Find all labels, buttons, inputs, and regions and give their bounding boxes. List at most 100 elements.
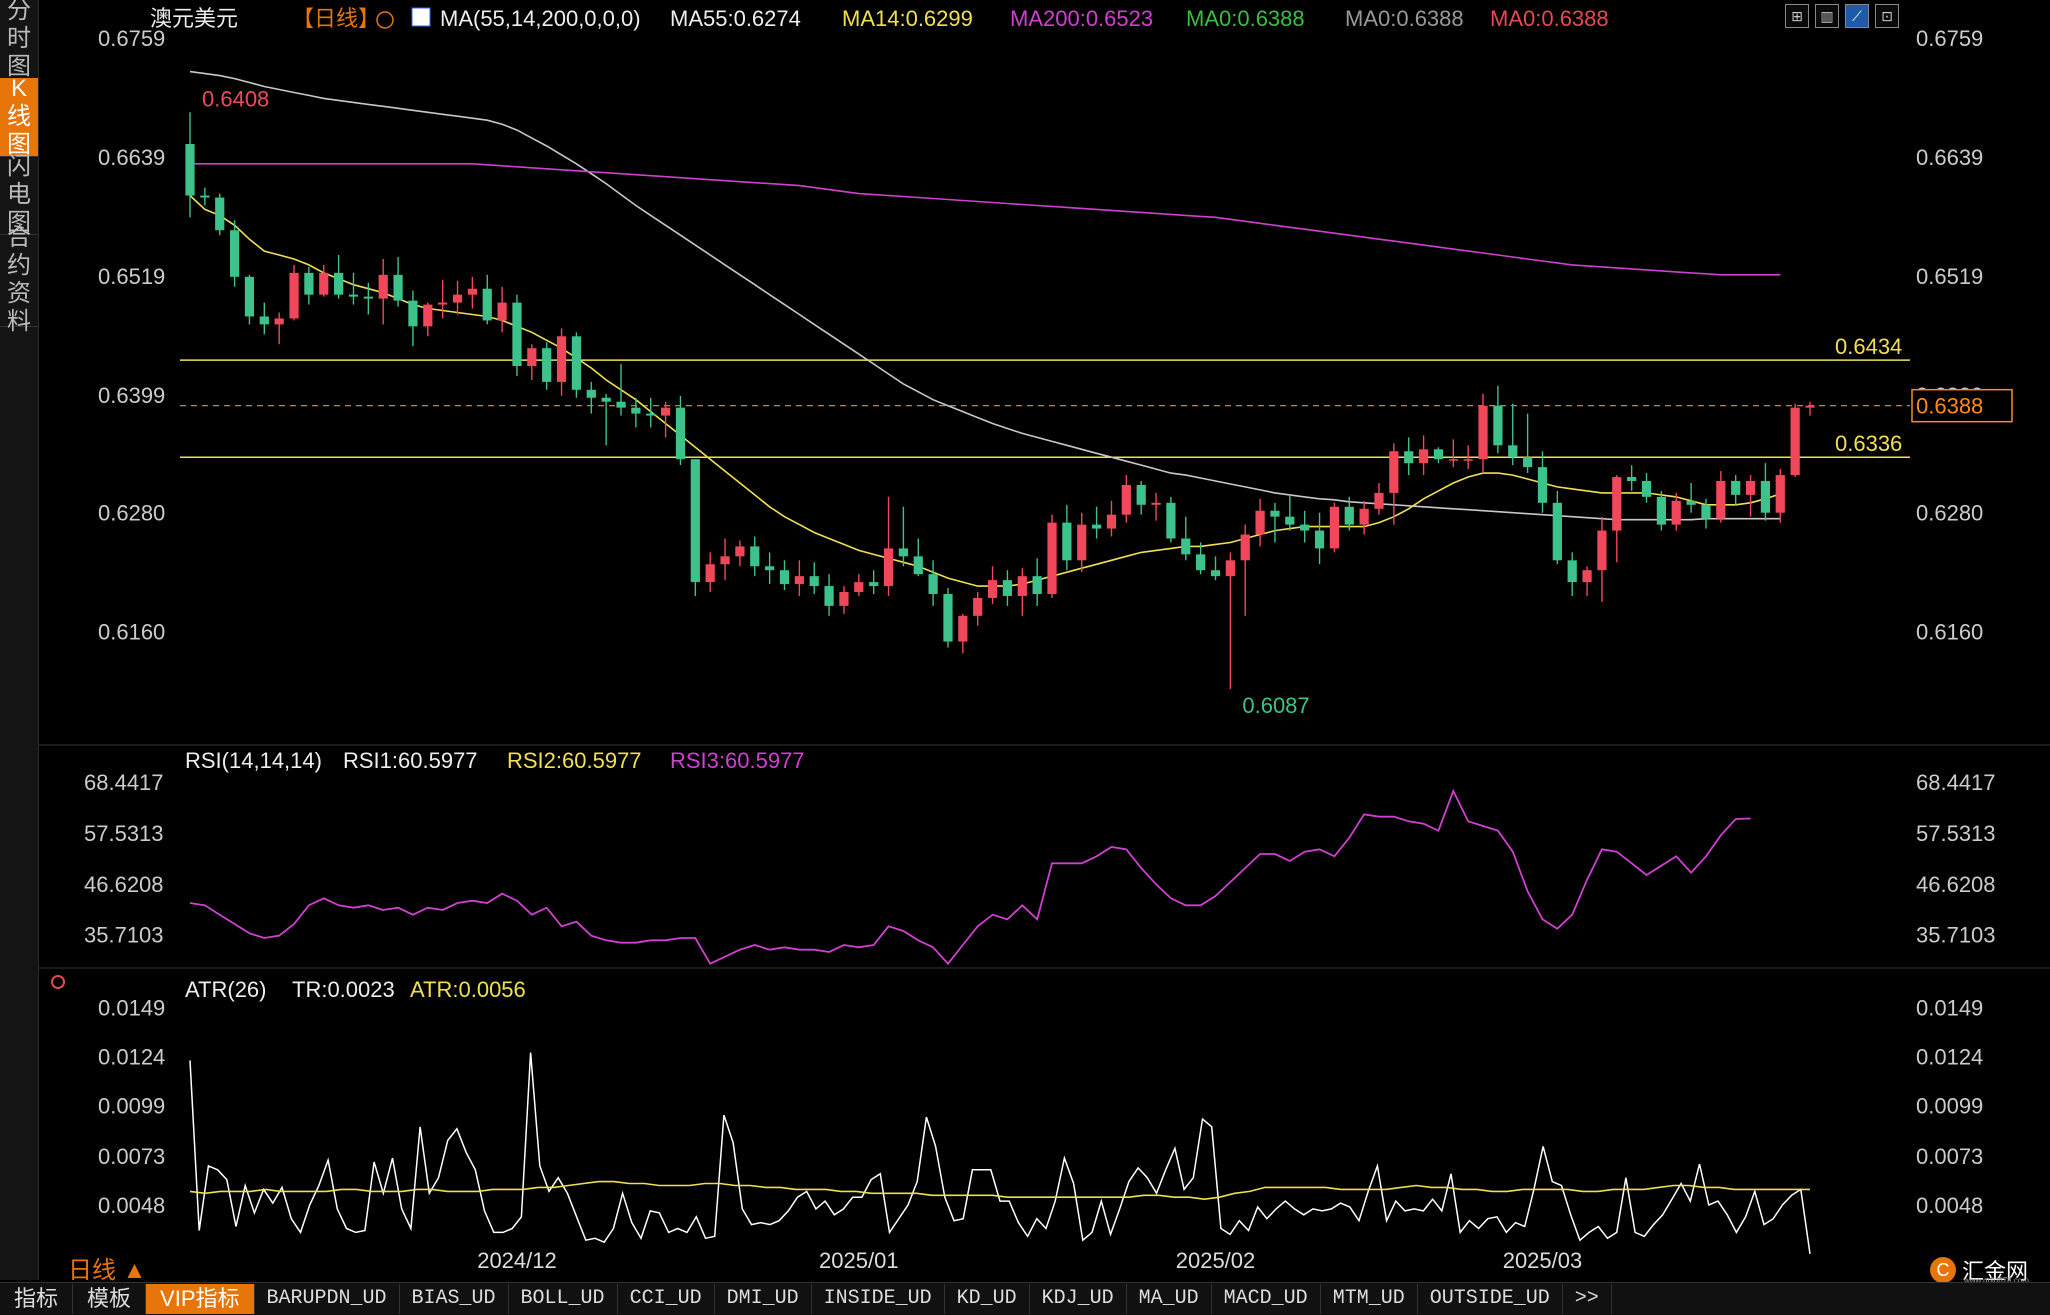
candle-body [1032,576,1042,594]
candle-body [1478,405,1488,460]
layout-icon[interactable]: ▥ [1815,4,1839,28]
indicator-tab-13[interactable]: MTM_UD [1321,1284,1418,1314]
candle-body [958,615,968,642]
candle-body [601,397,611,402]
candle-body [839,592,849,606]
candle-body [616,401,626,408]
y-tick-left: 0.6639 [98,145,165,170]
indicator-tab-11[interactable]: MA_UD [1127,1284,1212,1314]
draw-line-icon[interactable]: ⟋ [1845,4,1869,28]
h-line-label-1: 0.6434 [1835,334,1902,359]
indicator-tab-0[interactable]: 指标 [0,1284,74,1314]
candle-body [1463,459,1473,461]
crosshair-icon[interactable]: ⊞ [1785,4,1809,28]
candle-body [229,230,240,277]
indicator-tab-7[interactable]: DMI_UD [715,1284,812,1314]
atr-line [189,1180,1810,1201]
indicator-tab-9[interactable]: KD_UD [945,1284,1030,1314]
candle-body [765,566,775,571]
candle-body [1106,514,1117,529]
period-selector[interactable]: 日线 ▲ [68,1257,147,1284]
rsi1-label: RSI1:60.5977 [343,748,478,773]
rsi3-label: RSI3:60.5977 [670,748,805,773]
candle-body [200,195,210,198]
candle-body [705,564,715,583]
last-price-box [1911,388,2013,423]
candle-body [378,274,388,299]
side-tab-2[interactable]: 闪电图 [0,153,38,236]
candle-body [1597,530,1607,571]
candle-body [1225,560,1235,577]
indicator-tab-2[interactable]: VIP指标 [146,1284,255,1314]
candle-body [185,144,195,196]
last-price-label: 0.6388 [1916,394,1983,419]
candle-body [1181,538,1191,555]
candle-body [215,197,225,231]
expand-icon[interactable]: ⊡ [1875,4,1899,28]
atr-tick-left: 0.0099 [98,1093,165,1118]
candle-body [1686,500,1696,505]
indicator-tab-10[interactable]: KDJ_UD [1030,1284,1127,1314]
rsi2-label: RSI2:60.5977 [507,748,642,773]
rsi-tick-right: 46.6208 [1916,872,1996,897]
ma200-line [190,163,1781,276]
candle-body [348,294,359,297]
indicator-tab-12[interactable]: MACD_UD [1212,1284,1321,1314]
indicator-tabs-bar: 指标 模板 VIP指标 BARUPDN_UD BIAS_UD BOLL_UD CCI_UD D… [0,1282,2050,1315]
header-text-2: MA(55,14,200,0,0,0) [440,6,641,31]
candle-body [987,580,998,598]
y-tick-right: 0.6280 [1916,501,1983,526]
header-text-8: MA0:0.6388 [1490,6,1609,31]
y-tick-left: 0.6519 [98,264,165,289]
header-text-3: MA55:0.6274 [670,6,801,31]
candle-body [1731,481,1741,495]
candle-body [794,576,804,585]
indicator-tab-6[interactable]: CCI_UD [618,1284,715,1314]
candle-body [1760,481,1771,513]
side-tab-0[interactable]: 分时图 [0,0,38,80]
candle-body [1374,492,1384,509]
candle-body [1077,524,1087,561]
candle-body [973,597,983,616]
candle-body [735,546,745,557]
logo-name: 汇金网 [1962,1259,2029,1284]
chart-toolbar: ⊞ ▥ ⟋ ⊡ [1785,4,1899,28]
candle-body [1716,481,1726,519]
candle-body [1627,477,1637,482]
candle-body [690,459,700,583]
indicator-tab-5[interactable]: BOLL_UD [509,1284,618,1314]
indicator-tab-15[interactable]: >> [1563,1284,1612,1314]
indicator-tab-14[interactable]: OUTSIDE_UD [1418,1284,1563,1314]
header-text-4: MA14:0.6299 [842,6,973,31]
candle-body [1404,451,1414,464]
ma55-line [189,70,1781,521]
candle-body [1017,576,1027,596]
rsi-tick-left: 46.6208 [84,872,164,897]
rsi-name: RSI(14,14,14) [185,748,322,773]
candle-body [497,302,507,321]
candle-body [1151,502,1161,505]
header-text-5: MA200:0.6523 [1010,6,1153,31]
header-text-0: 澳元美元 [150,6,238,31]
indicator-tab-3[interactable]: BARUPDN_UD [255,1284,400,1314]
y-tick-right: 0.6160 [1916,620,1983,645]
candle-body [750,546,760,567]
candle-body [898,548,909,557]
candle-body [1329,506,1340,549]
candle-body [1359,508,1369,525]
candle-body [512,302,522,367]
logo-icon: C [1930,1257,1956,1283]
chart-area[interactable]: 0.6759 0.6759 0.6639 0.6639 0.6519 0.6519 0.63… [38,0,2050,1280]
candle-body [1790,407,1800,476]
side-tab-3[interactable]: 合约资料 [0,224,38,335]
tr-line [189,1052,1811,1255]
atr-name: ATR(26) [185,977,267,1002]
candle-body [1537,467,1548,503]
indicator-tab-8[interactable]: INSIDE_UD [812,1284,945,1314]
header-text-1: 【日线】 [292,6,380,31]
indicator-tab-1[interactable]: 模板 [73,1284,147,1314]
indicator-tab-4[interactable]: BIAS_UD [400,1284,509,1314]
candle-body [274,318,284,325]
